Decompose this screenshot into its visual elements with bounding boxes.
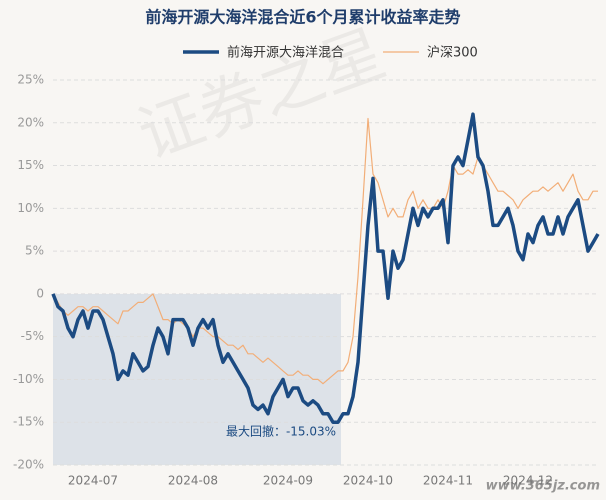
legend-label: 前海开源大海洋混合 [227,45,344,61]
chart-title: 前海开源大海洋混合近6个月累计收益率走势 [145,8,460,27]
legend-label: 沪深300 [427,45,478,61]
site-watermark: www.365jz.com [486,479,600,494]
x-tick-label: 2024-07 [68,474,118,488]
x-tick-label: 2024-12 [503,474,553,488]
y-tick-label: 15% [17,158,44,172]
x-tick-label: 2024-08 [168,474,218,488]
y-tick-label: 20% [17,115,44,129]
annotation: 最大回撤：-15.03% [226,424,336,439]
series-line [52,117,598,385]
y-tick-label: -10% [13,372,44,386]
x-tick-label: 2024-10 [343,474,393,488]
y-tick-label: 10% [17,201,44,215]
y-tick-label: -5% [21,329,44,343]
y-tick-label: 5% [25,244,44,258]
y-tick-label: 0 [36,286,44,300]
y-tick-label: -20% [13,458,44,472]
series-line [51,112,600,424]
y-tick-label: -15% [13,415,44,429]
y-tick-label: 25% [17,73,44,87]
x-tick-label: 2024-09 [263,474,313,488]
x-tick-label: 2024-11 [423,474,473,488]
